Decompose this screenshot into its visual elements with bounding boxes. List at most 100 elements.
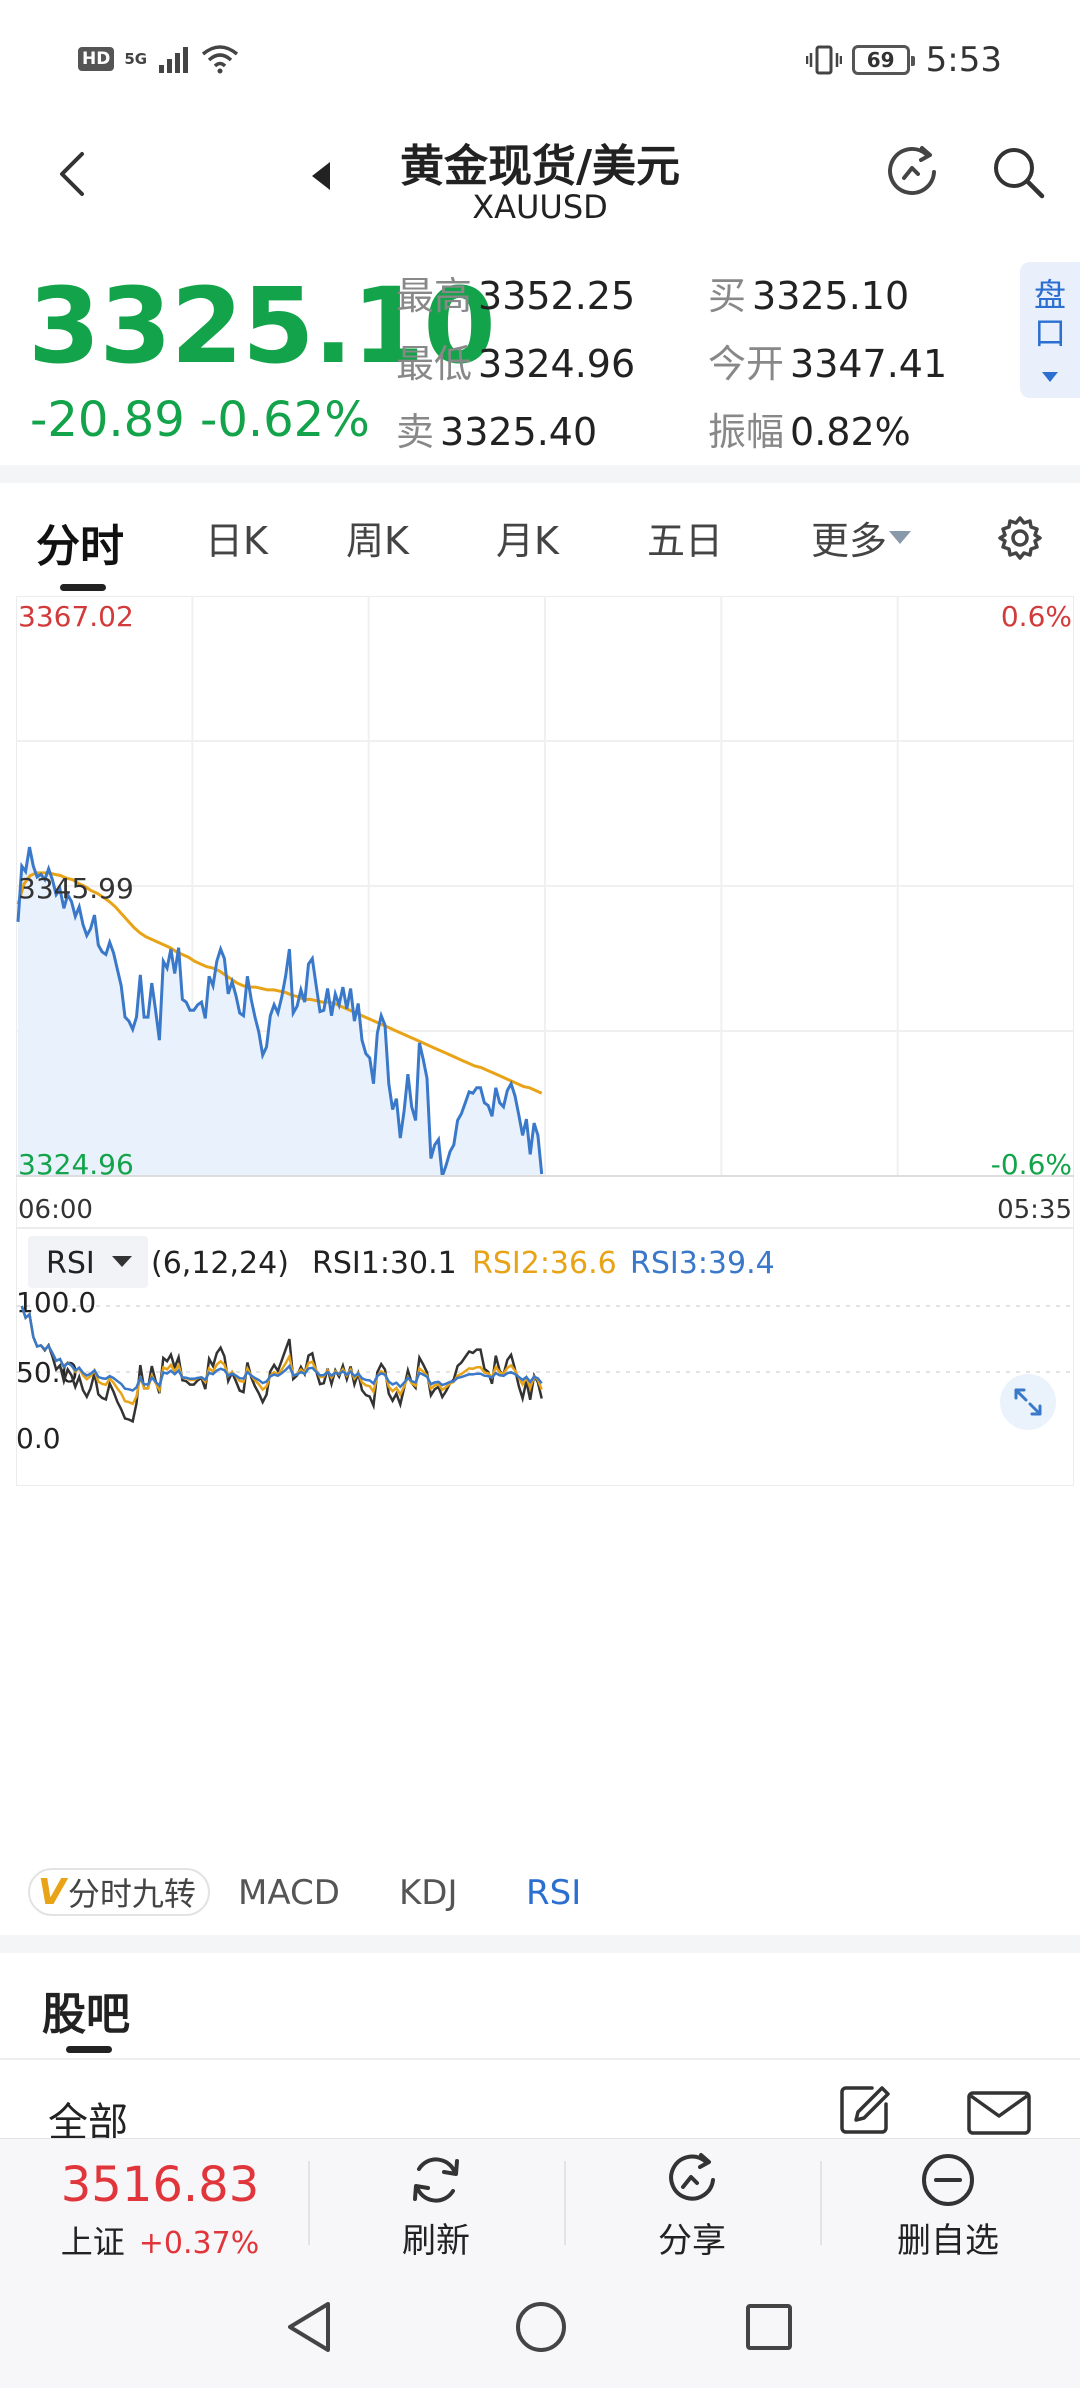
rsi3-line — [20, 1305, 543, 1392]
rsi1-value: RSI1:30.1 — [312, 1246, 457, 1281]
current-price: 3325.10 — [28, 265, 496, 387]
caret-down-icon — [889, 530, 912, 544]
v-logo-icon: V — [38, 1871, 66, 1913]
quote-high: 最高 3352.25 — [396, 265, 635, 320]
tab-macd[interactable]: MACD — [238, 1873, 340, 1913]
settings-gear-icon[interactable] — [996, 514, 1044, 562]
quote-low: 最低 3324.96 — [396, 333, 635, 388]
wifi-icon — [201, 45, 239, 74]
buy-value: 3325.10 — [752, 274, 910, 318]
index-value: 3516.83 — [60, 2157, 260, 2213]
open-label: 今开 — [708, 342, 785, 386]
jiuzhuan-label: 分时九转 — [67, 1875, 196, 1913]
section-divider — [0, 465, 1080, 483]
rsi-selector-label: RSI — [46, 1246, 95, 1281]
rsi-params: (6,12,24) — [151, 1246, 289, 1281]
caret-down-icon — [1042, 372, 1058, 382]
refresh-share-icon[interactable] — [882, 142, 942, 202]
rsi2-value: RSI2:36.6 — [472, 1246, 617, 1281]
share-label: 分享 — [658, 2221, 726, 2261]
price-area-fill — [18, 847, 542, 1177]
back-arrow-icon[interactable] — [54, 148, 90, 200]
low-label: 最低 — [396, 342, 473, 386]
pankou-button[interactable]: 盘口 — [1020, 262, 1080, 398]
signal-icon — [159, 47, 189, 73]
y-axis-bottom: 3324.96 — [18, 1148, 134, 1181]
tab-more[interactable]: 更多 — [811, 510, 912, 565]
toolbar-divider — [820, 2161, 822, 2245]
index-change: +0.37% — [138, 2226, 260, 2261]
price-change: -20.89 — [30, 392, 185, 448]
rsi3-value: RSI3:39.4 — [630, 1246, 775, 1281]
tab-daily-k[interactable]: 日K — [205, 519, 268, 563]
high-label: 最高 — [396, 274, 473, 318]
average-price-line — [16, 871, 543, 1095]
status-right: 69 5:53 — [805, 40, 1002, 80]
nav-home-icon[interactable] — [514, 2300, 568, 2354]
status-left: HD 5G — [78, 44, 239, 74]
rsi-selector[interactable]: RSI — [28, 1236, 148, 1288]
status-bar: HD 5G 69 5:53 — [0, 0, 1080, 130]
remove-watchlist-label: 删自选 — [897, 2221, 999, 2261]
quote-open: 今开 3347.41 — [708, 333, 947, 388]
intraday-chart[interactable]: 3367.02 3345.99 3324.96 0.6% -0.6% 06:00… — [16, 596, 1074, 1486]
tab-five-day[interactable]: 五日 — [647, 519, 724, 563]
index-ticker[interactable]: 3516.83 上证 +0.37% — [30, 2139, 290, 2267]
vibrate-icon — [805, 45, 842, 75]
caret-down-icon — [112, 1256, 132, 1267]
y-axis-mid: 3345.99 — [18, 872, 134, 905]
price-change-percent: -0.62% — [200, 392, 370, 448]
expand-chart-button[interactable] — [1000, 1374, 1056, 1430]
minus-circle-icon — [922, 2154, 974, 2206]
y-axis-top: 3367.02 — [18, 600, 134, 633]
buy-label: 买 — [708, 274, 747, 318]
low-value: 3324.96 — [478, 342, 636, 386]
compose-post-icon[interactable] — [836, 2082, 892, 2138]
rsi-axis-0: 0.0 — [16, 1422, 61, 1455]
message-envelope-icon[interactable] — [966, 2090, 1032, 2136]
amplitude-label: 振幅 — [708, 410, 785, 454]
nav-back-icon[interactable] — [284, 2300, 334, 2354]
sell-label: 卖 — [396, 410, 435, 454]
remove-watchlist-button[interactable]: 删自选 — [848, 2139, 1048, 2267]
prev-symbol-icon[interactable] — [308, 158, 334, 194]
tab-intraday[interactable]: 分时 — [36, 521, 124, 572]
tab-kdj[interactable]: KDJ — [399, 1873, 458, 1913]
hd-badge: HD — [78, 47, 115, 71]
symbol-code: XAUUSD — [472, 188, 608, 226]
search-icon[interactable] — [990, 144, 1048, 202]
amplitude-value: 0.82% — [790, 410, 911, 454]
refresh-label: 刷新 — [402, 2221, 470, 2261]
tab-monthly-k[interactable]: 月K — [496, 519, 559, 563]
clock: 5:53 — [925, 40, 1002, 80]
share-button[interactable]: 分享 — [592, 2139, 792, 2267]
quote-sell: 卖 3325.40 — [396, 401, 597, 456]
active-tab-indicator — [60, 584, 106, 591]
toolbar-divider — [564, 2161, 566, 2245]
refresh-button[interactable]: 刷新 — [336, 2139, 536, 2267]
sell-value: 3325.40 — [440, 410, 598, 454]
index-name: 上证 — [60, 2223, 125, 2261]
time-end: 05:35 — [997, 1195, 1072, 1225]
tab-weekly-k[interactable]: 周K — [346, 519, 409, 563]
expand-icon — [1014, 1388, 1042, 1416]
quote-amplitude: 振幅 0.82% — [708, 401, 911, 456]
guba-title[interactable]: 股吧 — [42, 1989, 130, 2040]
rsi-panel — [16, 1227, 1074, 1486]
nav-recents-icon[interactable] — [744, 2302, 794, 2352]
section-divider — [0, 1935, 1080, 1953]
jiuzhuan-tab[interactable]: V 分时九转 — [28, 1868, 210, 1916]
quote-buy: 买 3325.10 — [708, 265, 909, 320]
bottom-toolbar: 3516.83 上证 +0.37% 刷新 分享 删自选 — [0, 2138, 1080, 2266]
toolbar-divider — [308, 2161, 310, 2245]
open-value: 3347.41 — [790, 342, 948, 386]
refresh-icon — [413, 2157, 459, 2203]
pct-axis-top: 0.6% — [1001, 600, 1072, 633]
chart-grid — [16, 596, 1074, 1176]
divider-line — [0, 2058, 1080, 2060]
battery-icon: 69 — [851, 45, 915, 75]
tab-rsi[interactable]: RSI — [526, 1873, 582, 1913]
rsi1-line — [20, 1305, 543, 1424]
header: 黄金现货/美元 XAUUSD — [0, 130, 1080, 245]
guba-tab-indicator — [66, 2046, 112, 2053]
